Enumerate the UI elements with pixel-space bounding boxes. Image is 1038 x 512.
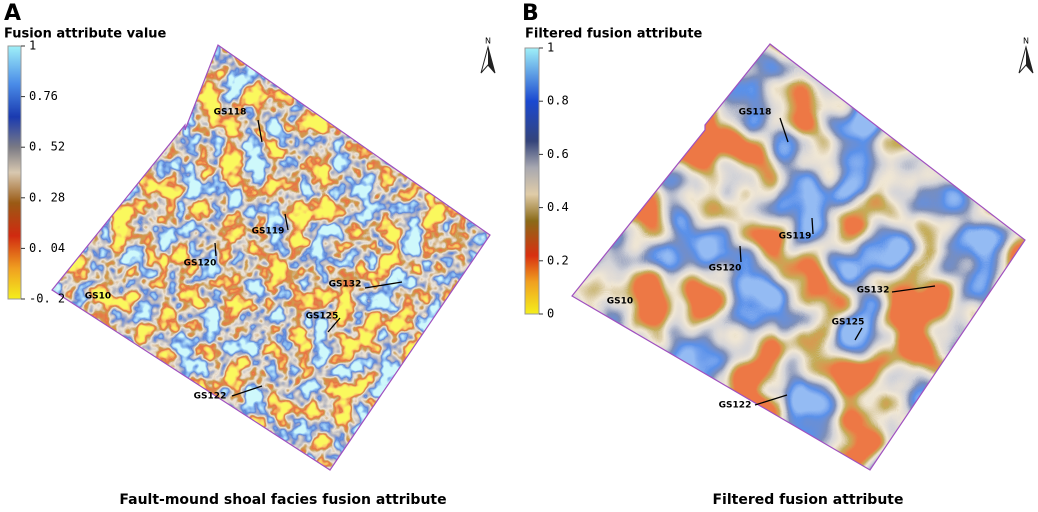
well-trajectory (779, 117, 789, 143)
well-label: GS120 (184, 259, 217, 269)
panel-letter: A (4, 1, 21, 26)
well-label: GS132 (857, 286, 890, 296)
north-label: N (1023, 37, 1029, 46)
well-label: GS119 (779, 232, 812, 242)
well-label: GS120 (709, 264, 742, 274)
well-label: GS10 (607, 297, 633, 307)
map-outline (571, 43, 1026, 471)
well-trajectory (811, 217, 814, 235)
colorbar-tick-label: 0.8 (547, 94, 569, 108)
well-trajectory (214, 242, 217, 257)
well-trajectory (891, 285, 936, 293)
well-label: GS118 (739, 108, 772, 118)
colorbar-tick-label: 0.6 (547, 147, 569, 161)
colorbar-tick-label: 0.2 (547, 253, 569, 267)
colorbar (524, 47, 540, 315)
well-label: GS119 (252, 227, 285, 237)
well-label: GS125 (306, 312, 339, 322)
north-label: N (485, 37, 491, 46)
colorbar-tick-label: 1 (547, 41, 554, 55)
attribute-map-b (572, 44, 1025, 470)
well-trajectory (231, 385, 263, 397)
caption: Filtered fusion attribute (712, 492, 903, 508)
colorbar-title: Filtered fusion attribute (525, 27, 703, 42)
well-label: GS122 (194, 392, 227, 402)
well-label: GS132 (329, 280, 362, 290)
north-arrow-half (488, 47, 495, 73)
well-trajectory (284, 213, 289, 231)
colorbar-tick-label: -0. 2 (29, 292, 65, 306)
colorbar-tick-label: 0. 04 (29, 241, 65, 255)
well-trajectory (754, 394, 788, 406)
well-trajectory (327, 317, 341, 333)
well-trajectory (257, 119, 263, 143)
attribute-map-a (52, 45, 490, 470)
colorbar (7, 45, 22, 300)
panel-letter: B (522, 1, 539, 26)
well-trajectory (854, 327, 863, 341)
colorbar-tick-label: 0. 28 (29, 190, 65, 204)
well-trajectory (739, 245, 742, 263)
well-label: GS10 (85, 292, 111, 302)
colorbar-tick-label: 1 (29, 39, 36, 53)
colorbar-tick-label: 0 (547, 307, 554, 321)
well-trajectory (364, 281, 403, 289)
well-label: GS118 (214, 108, 247, 118)
colorbar-tick-label: 0.76 (29, 89, 58, 103)
north-arrow-half (1026, 47, 1033, 73)
colorbar-title: Fusion attribute value (4, 27, 167, 42)
caption: Fault-mound shoal facies fusion attribut… (119, 492, 446, 508)
colorbar-tick-label: 0. 52 (29, 140, 65, 154)
colorbar-tick-label: 0.4 (547, 200, 569, 214)
well-label: GS125 (832, 318, 865, 328)
map-outline (51, 44, 491, 471)
well-label: GS122 (719, 401, 752, 411)
